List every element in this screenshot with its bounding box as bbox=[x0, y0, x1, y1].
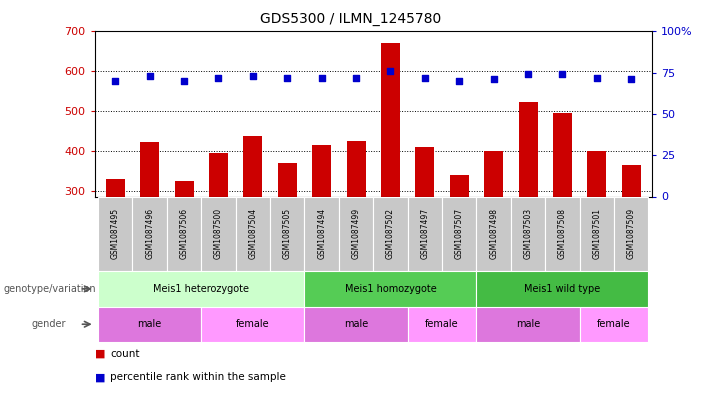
Point bbox=[385, 68, 396, 74]
Text: GSM1087502: GSM1087502 bbox=[386, 208, 395, 259]
Text: GSM1087501: GSM1087501 bbox=[592, 208, 601, 259]
Bar bbox=[442, 196, 477, 271]
Bar bbox=[106, 179, 125, 310]
Text: GSM1087499: GSM1087499 bbox=[352, 208, 360, 259]
Bar bbox=[580, 196, 614, 271]
Point bbox=[109, 78, 121, 84]
Point bbox=[488, 76, 499, 83]
Text: gender: gender bbox=[32, 319, 66, 329]
Text: GSM1087504: GSM1087504 bbox=[248, 208, 257, 259]
Text: GSM1087503: GSM1087503 bbox=[524, 208, 533, 259]
Point bbox=[626, 76, 637, 83]
Bar bbox=[201, 307, 304, 342]
Text: GSM1087494: GSM1087494 bbox=[317, 208, 326, 259]
Bar bbox=[304, 271, 477, 307]
Bar bbox=[511, 196, 545, 271]
Text: GSM1087496: GSM1087496 bbox=[145, 208, 154, 259]
Bar bbox=[167, 196, 201, 271]
Point bbox=[282, 75, 293, 81]
Bar bbox=[519, 102, 538, 310]
Text: female: female bbox=[426, 319, 459, 329]
Text: female: female bbox=[597, 319, 631, 329]
Bar bbox=[587, 151, 606, 310]
Bar bbox=[346, 141, 365, 310]
Bar bbox=[175, 181, 193, 310]
Bar bbox=[545, 196, 580, 271]
Point bbox=[419, 75, 430, 81]
Text: male: male bbox=[137, 319, 162, 329]
Text: ■: ■ bbox=[95, 372, 105, 382]
Bar bbox=[201, 196, 236, 271]
Text: GSM1087495: GSM1087495 bbox=[111, 208, 120, 259]
Text: GSM1087507: GSM1087507 bbox=[455, 208, 464, 259]
Bar bbox=[140, 142, 159, 310]
Text: Meis1 homozygote: Meis1 homozygote bbox=[345, 284, 436, 294]
Text: GSM1087509: GSM1087509 bbox=[627, 208, 636, 259]
Point bbox=[557, 71, 568, 77]
Text: male: male bbox=[516, 319, 540, 329]
Text: genotype/variation: genotype/variation bbox=[4, 284, 96, 294]
Bar bbox=[339, 196, 374, 271]
Bar bbox=[98, 271, 304, 307]
Bar bbox=[312, 145, 331, 310]
Bar bbox=[236, 196, 270, 271]
Bar bbox=[304, 307, 408, 342]
Bar bbox=[484, 151, 503, 310]
Bar bbox=[477, 196, 511, 271]
Text: count: count bbox=[110, 349, 139, 359]
Bar bbox=[622, 165, 641, 310]
Text: GSM1087498: GSM1087498 bbox=[489, 208, 498, 259]
Text: male: male bbox=[344, 319, 368, 329]
Bar bbox=[416, 147, 435, 310]
Text: Meis1 wild type: Meis1 wild type bbox=[524, 284, 601, 294]
Bar bbox=[98, 196, 132, 271]
Point bbox=[316, 75, 327, 81]
Bar bbox=[477, 271, 648, 307]
Bar bbox=[614, 196, 648, 271]
Text: percentile rank within the sample: percentile rank within the sample bbox=[110, 372, 286, 382]
Point bbox=[179, 78, 190, 84]
Point bbox=[350, 75, 362, 81]
Bar bbox=[450, 174, 469, 310]
Bar bbox=[408, 307, 477, 342]
Point bbox=[213, 75, 224, 81]
Bar bbox=[209, 153, 228, 310]
Bar bbox=[553, 113, 572, 310]
Text: GSM1087505: GSM1087505 bbox=[283, 208, 292, 259]
Bar bbox=[132, 196, 167, 271]
Bar bbox=[381, 42, 400, 310]
Text: Meis1 heterozygote: Meis1 heterozygote bbox=[154, 284, 250, 294]
Bar bbox=[98, 307, 201, 342]
Point bbox=[522, 71, 533, 77]
Point bbox=[591, 75, 602, 81]
Text: ■: ■ bbox=[95, 349, 105, 359]
Text: GSM1087497: GSM1087497 bbox=[421, 208, 430, 259]
Bar bbox=[304, 196, 339, 271]
Bar bbox=[580, 307, 648, 342]
Text: GSM1087506: GSM1087506 bbox=[179, 208, 189, 259]
Bar bbox=[278, 163, 297, 310]
Bar bbox=[374, 196, 408, 271]
Bar bbox=[270, 196, 304, 271]
Text: female: female bbox=[236, 319, 270, 329]
Text: GDS5300 / ILMN_1245780: GDS5300 / ILMN_1245780 bbox=[260, 12, 441, 26]
Text: GSM1087500: GSM1087500 bbox=[214, 208, 223, 259]
Bar bbox=[243, 136, 262, 310]
Point bbox=[454, 78, 465, 84]
Point bbox=[247, 73, 259, 79]
Bar bbox=[408, 196, 442, 271]
Point bbox=[144, 73, 156, 79]
Text: GSM1087508: GSM1087508 bbox=[558, 208, 567, 259]
Bar bbox=[477, 307, 580, 342]
